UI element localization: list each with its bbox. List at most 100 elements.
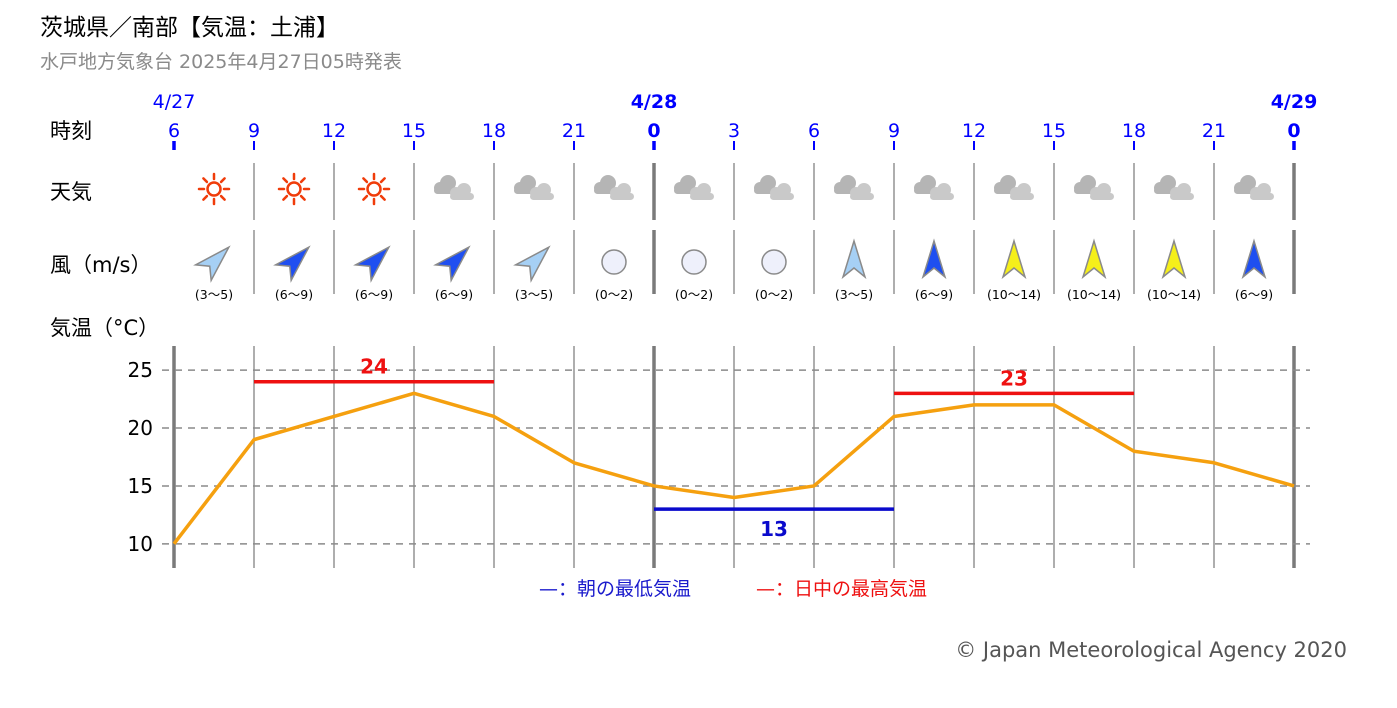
hour-label: 15 — [1042, 120, 1066, 142]
sun-disc — [206, 181, 222, 197]
sun-ray — [282, 177, 289, 184]
sun-ray — [299, 194, 306, 201]
date-label: 4/29 — [1271, 91, 1318, 113]
grid-layer — [162, 163, 1310, 568]
cloudy-icon — [834, 175, 874, 200]
sun-ray — [299, 177, 306, 184]
wind-row: (3〜5) (6〜9) (6〜9) (6〜9) (3〜5) (0〜2) (0〜2) (0〜2)… — [193, 238, 1273, 302]
sun-ray — [362, 177, 369, 184]
wind-speed-label: (6〜9) — [275, 287, 313, 302]
hour-label: 18 — [482, 120, 506, 142]
hour-label: 12 — [322, 120, 346, 142]
hour-label: 6 — [168, 120, 180, 142]
hour-label: 15 — [402, 120, 426, 142]
wind-speed-label: (0〜2) — [675, 287, 713, 302]
wind-arrow-icon — [1241, 238, 1267, 280]
min-temp-label: 13 — [760, 517, 788, 541]
wind-speed-label: (3〜5) — [835, 287, 873, 302]
cloud-base — [450, 193, 474, 200]
legend-max-temp: —：日中の最高気温 — [756, 578, 927, 600]
copyright-text: © Japan Meteorological Agency 2020 — [955, 638, 1347, 662]
cloudy-icon — [594, 175, 634, 200]
cloud-base — [1010, 193, 1034, 200]
cloudy-icon — [434, 175, 474, 200]
wind-speed-label: (3〜5) — [195, 287, 233, 302]
wind-speed-label: (0〜2) — [595, 287, 633, 302]
cloudy-icon — [914, 175, 954, 200]
y-tick-label: 15 — [128, 474, 153, 498]
wind-arrow-icon — [513, 245, 551, 283]
cloudy-icon — [1154, 175, 1194, 200]
weather-row — [197, 172, 1274, 206]
cloudy-icon — [1234, 175, 1274, 200]
cloudy-icon — [514, 175, 554, 200]
wind-arrow-icon — [1161, 238, 1187, 280]
sunny-icon — [357, 172, 391, 206]
y-tick-label: 25 — [128, 358, 153, 382]
page-title: 茨城県／南部【気温：土浦】 — [40, 15, 339, 41]
sun-ray — [219, 177, 226, 184]
hour-label: 0 — [647, 120, 660, 142]
sunny-icon — [197, 172, 231, 206]
calm-wind-icon — [761, 249, 787, 275]
wind-arrow-icon — [273, 245, 311, 283]
hour-label: 6 — [808, 120, 820, 142]
hour-label: 12 — [962, 120, 986, 142]
time-header: 6 9 12 15 18 21 0 3 6 9 12 15 18 21 0 4/27 4/28 4/29 — [153, 91, 1318, 150]
max-temp-label: 23 — [1000, 366, 1028, 390]
cloud-base — [1250, 193, 1274, 200]
sun-disc — [286, 181, 302, 197]
cloud-base — [1170, 193, 1194, 200]
wind-arrow-icon — [433, 245, 471, 283]
issued-by-text: 水戸地方気象台 2025年4月27日05時発表 — [40, 51, 402, 73]
sun-ray — [379, 177, 386, 184]
wind-speed-label: (10〜14) — [1147, 287, 1201, 302]
sun-ray — [202, 177, 209, 184]
hour-label: 9 — [888, 120, 900, 142]
y-tick-label: 10 — [128, 532, 153, 556]
hour-label: 21 — [562, 120, 586, 142]
wind-arrow-icon — [921, 238, 947, 280]
cloud-base — [530, 193, 554, 200]
date-label: 4/27 — [153, 91, 196, 113]
sun-ray — [282, 194, 289, 201]
sun-ray — [202, 194, 209, 201]
hour-label: 9 — [248, 120, 260, 142]
cloud-base — [850, 193, 874, 200]
sun-disc — [366, 181, 382, 197]
wind-arrow-icon — [353, 245, 391, 283]
wind-arrow-icon — [841, 238, 867, 280]
hour-label: 18 — [1122, 120, 1146, 142]
cloud-base — [930, 193, 954, 200]
wind-speed-label: (0〜2) — [755, 287, 793, 302]
wind-speed-label: (10〜14) — [1067, 287, 1121, 302]
calm-wind-icon — [601, 249, 627, 275]
hour-label: 21 — [1202, 120, 1226, 142]
cloud-base — [770, 193, 794, 200]
wind-speed-label: (6〜9) — [1235, 287, 1273, 302]
legend-min-temp: —：朝の最低気温 — [539, 578, 691, 600]
sunny-icon — [277, 172, 311, 206]
wind-speed-label: (10〜14) — [987, 287, 1041, 302]
sun-ray — [219, 194, 226, 201]
cloud-base — [1090, 193, 1114, 200]
cloud-base — [690, 193, 714, 200]
sun-ray — [362, 194, 369, 201]
cloudy-icon — [754, 175, 794, 200]
row-label-weather: 天気 — [50, 180, 92, 204]
row-label-wind: 風（m/s） — [50, 253, 151, 277]
cloudy-icon — [994, 175, 1034, 200]
date-label: 4/28 — [631, 91, 678, 113]
wind-arrow-icon — [193, 245, 231, 283]
cloud-base — [610, 193, 634, 200]
wind-speed-label: (6〜9) — [355, 287, 393, 302]
wind-speed-label: (6〜9) — [435, 287, 473, 302]
hour-label: 0 — [1287, 120, 1300, 142]
wind-speed-label: (6〜9) — [915, 287, 953, 302]
wind-arrow-icon — [1001, 238, 1027, 280]
cloudy-icon — [1074, 175, 1114, 200]
cloudy-icon — [674, 175, 714, 200]
temperature-plot: 10 15 20 25 24 13 23 — [128, 355, 1295, 556]
max-temp-label: 24 — [360, 355, 388, 379]
